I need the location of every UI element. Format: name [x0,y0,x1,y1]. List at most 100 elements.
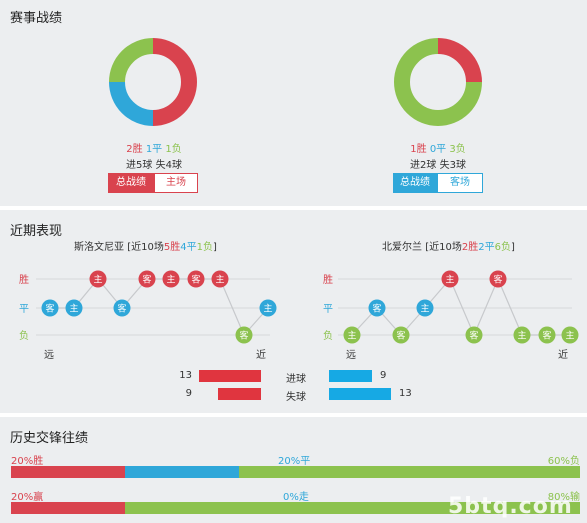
away-form-venue-label: 主 [517,330,526,342]
home-record-tabs: 总战绩 主场 [108,173,198,193]
home-form-match-point [211,270,229,288]
away-form-wins: 2胜 [461,242,479,253]
away-form-venue-label: 客 [493,274,502,286]
home-form-axis-far: 远 [44,349,54,361]
away-form-venue-label: 主 [445,274,454,286]
away-form-venue-label: 主 [347,330,356,342]
handicap-loss-label: 80%输 [547,492,580,503]
home-donut-slice-2 [109,38,154,83]
away-team-name: 北爱尔兰 [382,242,422,253]
home-conceded-value: 9 [185,388,192,399]
tab-home-venue[interactable]: 主场 [154,173,198,193]
home-form-losses: 1负 [196,242,213,253]
home-form-wins: 5胜 [163,242,181,253]
away-draws: 0平 [429,144,447,155]
away-form-match-point [538,326,556,344]
recent-form-title: 近期表现 [10,224,63,239]
away-form-venue-label: 主 [565,330,574,342]
tab-away-total[interactable]: 总战绩 [393,173,437,193]
home-form-row-label-loss: 负 [19,329,29,342]
home-form-draws: 4平 [180,242,197,253]
away-form-match-point [368,299,386,317]
away-form-draws: 2平 [478,242,495,253]
away-form-match-point [416,299,434,317]
away-record-tabs: 总战绩 客场 [393,173,483,193]
away-conceded-bar [329,388,391,400]
away-form-venue-label: 客 [372,303,381,315]
home-form-match-point [41,299,59,317]
handicap-win-label: 20%赢 [11,492,44,503]
away-scored-value: 9 [380,370,387,381]
home-form-venue-label: 主 [93,274,102,286]
home-form-venue-label: 客 [239,330,248,342]
home-form-match-point [138,270,156,288]
home-form-match-point [89,270,107,288]
away-form-losses: 6负 [494,242,511,253]
h2h-win-segment [11,466,125,478]
home-form-prefix: [近10场 [127,242,164,253]
home-losses: 1负 [165,144,182,155]
away-form-row-label-loss: 负 [323,329,333,342]
away-donut-slice-2 [394,38,482,126]
home-form-row-label-win: 胜 [19,274,29,286]
conceded-label: 失球 [286,392,306,403]
away-record-donut [394,38,482,126]
away-form-match-point [513,326,531,344]
away-form-suffix: ] [510,242,515,253]
away-form-chart: 胜平负 主客客主主客客主客主远近 [323,270,579,361]
away-scored-bar [329,370,372,382]
home-form-venue-label: 主 [215,274,224,286]
home-form-line [50,278,269,337]
tab-away-venue[interactable]: 客场 [437,173,483,193]
section-divider [0,413,587,417]
home-form-suffix: ] [212,242,217,253]
away-goals: 进2球 失3球 [410,160,466,171]
home-form-venue-label: 客 [45,303,54,315]
home-form-match-point [259,299,277,317]
home-record-donut [109,38,197,126]
away-form-line [351,277,570,337]
watermark: 5btq.com [448,494,573,519]
away-losses: 3负 [449,144,466,155]
home-scored-value: 13 [179,370,192,381]
match-record-title: 赛事战绩 [10,11,63,26]
home-form-match-point [187,270,205,288]
h2h-loss-label: 60%负 [547,456,580,467]
home-scored-bar [199,370,261,382]
home-form-venue-label: 客 [191,274,200,286]
home-form-venue-label: 主 [166,274,175,286]
h2h-win-label: 20%胜 [11,456,44,467]
away-form-match-point [561,326,579,344]
section-divider [0,206,587,210]
home-donut-slice-1 [109,81,154,126]
home-form-header: 斯洛文尼亚 [近10场5胜4平1负] [74,238,217,253]
tab-home-total[interactable]: 总战绩 [108,173,154,193]
home-form-match-point [65,299,83,317]
home-form-venue-label: 主 [69,303,78,315]
h2h-draw-label: 20%平 [278,456,311,467]
home-form-venue-label: 客 [142,274,151,286]
home-form-row-label-draw: 平 [19,304,29,315]
away-form-row-label-draw: 平 [323,304,333,315]
home-form-match-point [235,326,253,344]
away-form-venue-label: 客 [396,330,405,342]
home-form-match-point [162,270,180,288]
h2h-title: 历史交锋往绩 [10,431,89,446]
h2h-draw-segment [124,466,239,478]
away-form-row-label-win: 胜 [323,274,333,286]
away-form-axis-far: 远 [346,349,356,361]
away-form-header: 北爱尔兰 [近10场2胜2平6负] [382,238,515,253]
h2h-result-bar [11,466,580,478]
home-form-venue-label: 主 [263,303,272,315]
home-donut-slice-0 [152,38,197,126]
handicap-loss-segment [124,502,580,514]
home-goals: 进5球 失4球 [126,160,182,171]
away-wins: 1胜 [410,144,427,155]
home-conceded-bar [218,388,261,400]
away-form-match-point [465,326,483,344]
away-form-match-point [441,270,459,288]
home-record-summary: 2胜 1平 1负 [124,140,184,155]
away-form-venue-label: 客 [469,330,478,342]
handicap-push-label: 0%走 [283,492,309,503]
home-wins: 2胜 [126,144,143,155]
